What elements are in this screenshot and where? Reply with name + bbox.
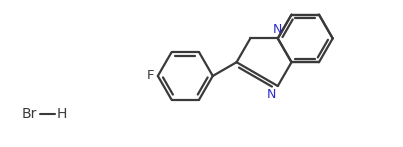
Text: N: N — [266, 88, 276, 101]
Text: Br: Br — [21, 107, 37, 121]
Text: N: N — [273, 24, 283, 36]
Text: H: H — [57, 107, 67, 121]
Text: F: F — [146, 69, 154, 82]
